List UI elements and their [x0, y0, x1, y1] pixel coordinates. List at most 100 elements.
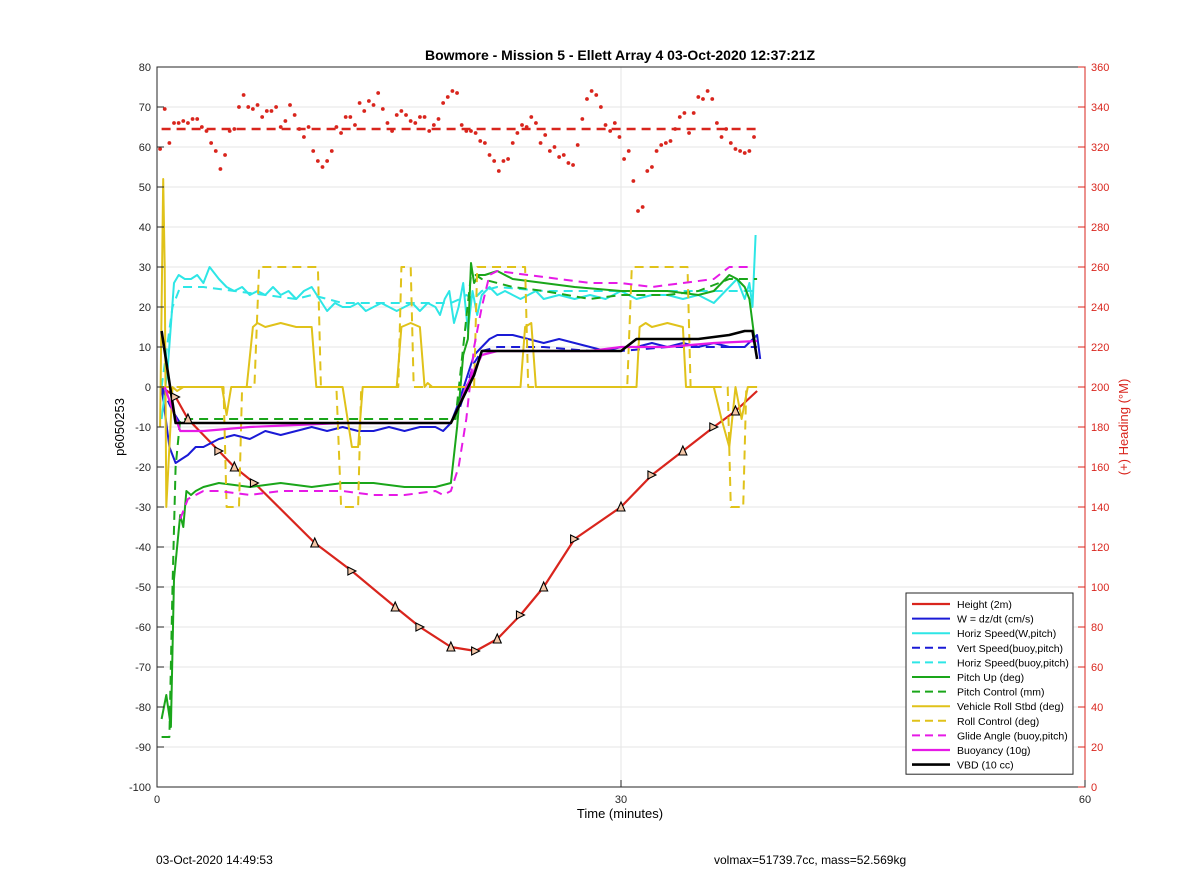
heading-point: [357, 101, 362, 105]
heading-point: [329, 149, 334, 153]
heading-point: [218, 167, 223, 171]
series-line-5: [160, 262, 757, 728]
heading-point: [162, 107, 167, 111]
y2-tick-label: 340: [1091, 102, 1109, 114]
heading-point: [237, 105, 241, 109]
footer-summary: volmax=51739.7cc, mass=52.569kg: [714, 853, 907, 867]
heading-point: [668, 139, 673, 143]
heading-point: [501, 159, 506, 163]
y-tick-label: -80: [135, 702, 151, 714]
y-tick-label: 20: [139, 302, 151, 314]
heading-point: [566, 161, 571, 165]
heading-point: [626, 149, 631, 153]
heading-point: [547, 149, 552, 153]
height-marker: [616, 500, 626, 512]
y-tick-label: -90: [135, 742, 151, 754]
heading-point: [733, 147, 738, 151]
height-marker: [492, 632, 503, 644]
heading-point: [431, 123, 436, 127]
heading-point: [223, 153, 227, 157]
legend-label: Height (2m): [957, 599, 1012, 611]
legend-label: Vert Speed(buoy,pitch): [957, 643, 1063, 655]
heading-point: [246, 105, 251, 109]
heading-point: [176, 121, 181, 125]
heading-point: [747, 149, 752, 153]
heading-point: [677, 115, 682, 119]
series-line-2: [160, 234, 757, 420]
heading-point: [608, 129, 613, 133]
heading-point: [385, 121, 390, 125]
heading-point: [482, 141, 487, 145]
series-line-6: [161, 274, 758, 738]
heading-point: [455, 91, 459, 95]
heading-point: [529, 115, 534, 119]
heading-point: [353, 123, 357, 127]
heading-point: [687, 131, 691, 135]
height-marker: [214, 446, 225, 456]
y-tick-label: 60: [139, 142, 151, 154]
y2-tick-label: 200: [1091, 382, 1109, 394]
heading-point: [362, 109, 367, 113]
series-line-4: [160, 286, 758, 388]
y-axis-label: p6050253: [112, 398, 127, 456]
heading-point: [190, 117, 195, 121]
heading-point: [325, 159, 330, 163]
heading-point: [186, 121, 190, 125]
heading-point: [585, 97, 589, 101]
heading-point: [710, 97, 715, 101]
y2-tick-label: 300: [1091, 182, 1109, 194]
heading-point: [306, 125, 311, 129]
heading-point: [705, 89, 710, 93]
height-marker: [730, 404, 741, 416]
legend-label: VBD (10 cc): [957, 760, 1014, 772]
heading-point: [594, 93, 599, 97]
x-axis-label: Time (minutes): [577, 806, 663, 821]
y2-tick-label: 60: [1091, 662, 1103, 674]
x-tick-label: 0: [154, 794, 160, 806]
heading-point: [492, 159, 497, 163]
heading-point: [172, 121, 176, 125]
heading-point: [418, 115, 422, 119]
heading-point: [696, 95, 701, 99]
axes: -100-90-80-70-60-50-40-30-20-10010203040…: [129, 62, 1109, 806]
heading-point: [738, 149, 742, 153]
heading-point: [366, 99, 371, 103]
heading-point: [714, 121, 719, 125]
height-marker: [471, 646, 481, 656]
heading-point: [413, 121, 418, 125]
heading-point: [617, 135, 622, 139]
heading-point: [376, 91, 381, 95]
heading-point: [496, 169, 501, 173]
height-marker: [647, 470, 658, 480]
y-tick-label: -70: [135, 662, 151, 674]
heading-point: [691, 111, 696, 115]
heading-point: [575, 143, 580, 147]
heading-point: [380, 107, 385, 111]
heading-point: [459, 123, 464, 127]
y2-tick-label: 180: [1091, 422, 1109, 434]
heading-point: [557, 155, 562, 159]
y2-tick-label: 260: [1091, 262, 1109, 274]
y-tick-label: -50: [135, 582, 151, 594]
heading-point: [552, 145, 557, 149]
y-tick-label: 30: [139, 262, 151, 274]
heading-point: [561, 153, 566, 157]
heading-point: [580, 117, 585, 121]
series-line-3: [160, 346, 758, 424]
height-marker: [538, 580, 549, 592]
x-tick-label: 60: [1079, 794, 1091, 806]
series-layer: [158, 89, 762, 738]
heading-point: [645, 169, 650, 173]
y2-tick-label: 100: [1091, 582, 1109, 594]
heading-point: [422, 115, 427, 119]
y2-tick-label: 240: [1091, 302, 1109, 314]
heading-point: [339, 131, 343, 135]
heading-point: [682, 111, 687, 115]
height-marker: [678, 444, 688, 456]
chart-title: Bowmore - Mission 5 - Ellett Array 4 03-…: [425, 47, 816, 63]
height-marker: [570, 534, 580, 544]
heading-point: [255, 103, 260, 107]
heading-point: [742, 151, 747, 155]
heading-point: [394, 113, 399, 117]
heading-point: [636, 209, 640, 213]
